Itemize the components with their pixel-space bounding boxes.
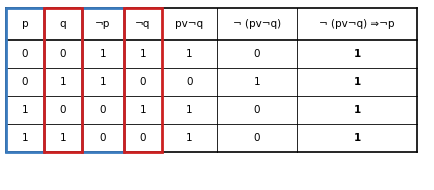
Text: 0: 0	[254, 105, 260, 115]
Text: 1: 1	[186, 133, 193, 143]
Text: ¬p: ¬p	[95, 19, 111, 29]
Text: 1: 1	[353, 77, 361, 87]
Text: 1: 1	[353, 49, 361, 59]
Text: 1: 1	[22, 133, 28, 143]
Text: 0: 0	[186, 77, 193, 87]
Text: 1: 1	[22, 105, 28, 115]
Text: 0: 0	[60, 105, 66, 115]
Text: 0: 0	[140, 77, 146, 87]
Text: ¬ (pv¬q): ¬ (pv¬q)	[233, 19, 281, 29]
Text: q: q	[60, 19, 66, 29]
Text: 0: 0	[22, 49, 28, 59]
Text: 0: 0	[100, 133, 106, 143]
Text: 1: 1	[353, 133, 361, 143]
Bar	[44, 8, 82, 152]
Text: 0: 0	[140, 133, 146, 143]
Text: 1: 1	[186, 49, 193, 59]
Text: 0: 0	[100, 105, 106, 115]
Text: 0: 0	[254, 49, 260, 59]
Bar	[82, 8, 124, 152]
Text: 1: 1	[60, 133, 66, 143]
Text: 0: 0	[254, 133, 260, 143]
Text: 1: 1	[100, 49, 106, 59]
Bar	[124, 8, 162, 152]
Text: 1: 1	[100, 77, 106, 87]
Text: ¬q: ¬q	[135, 19, 151, 29]
Text: p: p	[22, 19, 28, 29]
Bar	[6, 8, 44, 152]
Text: 1: 1	[353, 105, 361, 115]
Text: ¬ (pv¬q) ⇒¬p: ¬ (pv¬q) ⇒¬p	[319, 19, 395, 29]
Text: 1: 1	[186, 105, 193, 115]
Text: 1: 1	[140, 105, 146, 115]
Text: 1: 1	[60, 77, 66, 87]
Text: 0: 0	[60, 49, 66, 59]
Text: 1: 1	[254, 77, 260, 87]
Text: 1: 1	[140, 49, 146, 59]
Text: pv¬q: pv¬q	[175, 19, 204, 29]
Text: 0: 0	[22, 77, 28, 87]
